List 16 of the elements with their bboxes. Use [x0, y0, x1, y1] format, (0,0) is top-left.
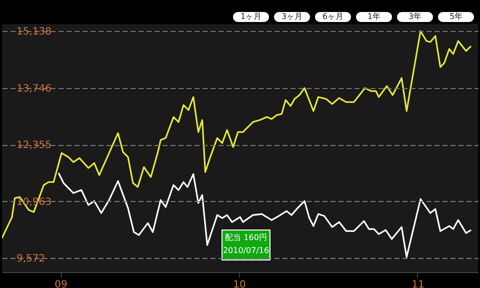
- text: 5年: [449, 12, 463, 21]
- annotation: 配当 160円: [225, 233, 267, 242]
- text: 1年: [367, 12, 381, 21]
- x-tick-label: 09: [54, 280, 68, 288]
- text: 6ヶ月: [322, 12, 344, 21]
- annotation: 2010/07/16: [222, 246, 270, 255]
- y-tick-label: 12,355: [16, 140, 52, 152]
- y-tick-label: 13,746: [16, 83, 52, 94]
- line-series: [58, 172, 472, 258]
- y-tick-label: 9,572: [16, 254, 46, 265]
- x-tick-label: 11: [412, 280, 424, 288]
- text: 3ヶ月: [281, 12, 303, 21]
- text: 1ヶ月: [240, 12, 262, 21]
- text: 3年: [408, 12, 422, 21]
- y-tick-label: 15,138: [16, 26, 52, 38]
- x-tick-label: 10: [233, 280, 246, 288]
